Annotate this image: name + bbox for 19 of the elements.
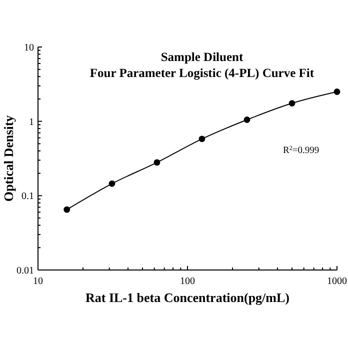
point [154,159,160,166]
y-axis-title: Optical Density [1,114,16,202]
y-tick-label: 10 [24,42,34,54]
y-tick-label: 0.01 [16,266,34,276]
point [288,100,296,106]
point [244,116,250,123]
point [64,206,70,213]
point [334,88,340,95]
y-tick-label: 1 [29,116,34,128]
x-tick-label: 1000 [327,276,347,287]
x-tick-label: 100 [180,276,195,287]
point [108,180,116,187]
point [198,136,206,142]
x-tick-label: 10 [33,276,43,287]
x-axis-title: Rat IL-1 beta Concentration(pg/mL) [85,290,290,305]
y-tick-label: 0.1 [22,191,34,202]
text: Four Parameter Logistic (4-PL) Curve Fit [90,66,315,80]
annotation: R$^{2}$=0.999 [283,145,320,156]
chart-title: Sample Diluent [160,50,244,64]
